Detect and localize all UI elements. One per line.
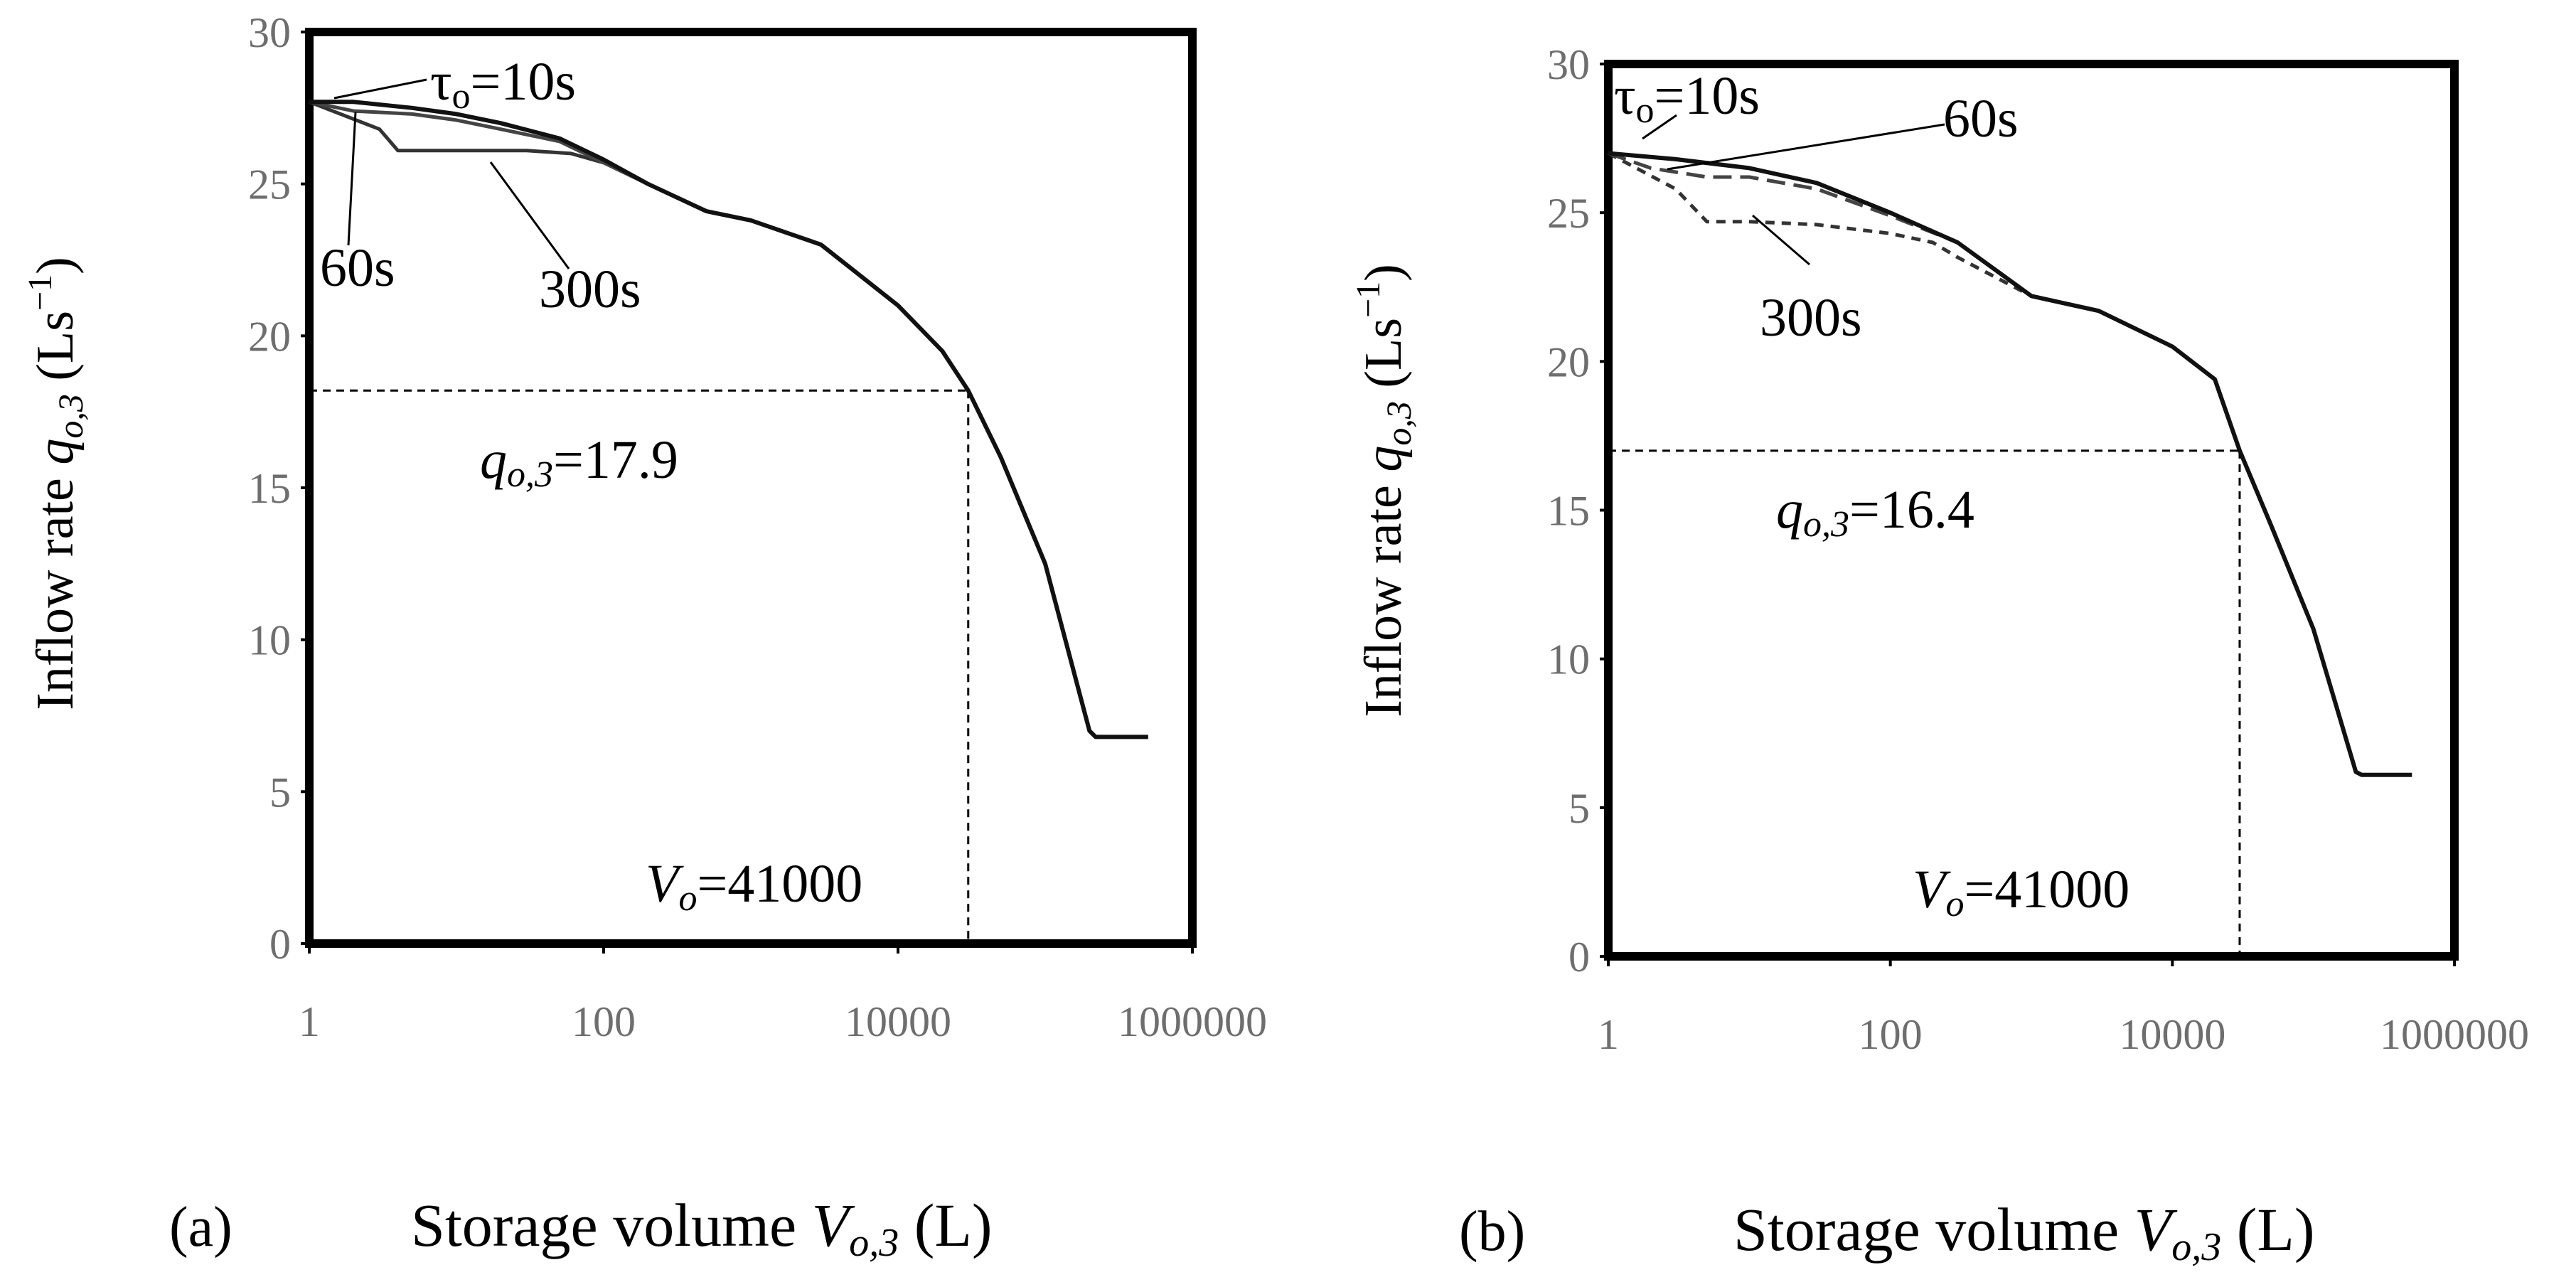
panel-label-a: (a): [169, 1196, 233, 1259]
series-line-300s: [1607, 151, 2412, 777]
series-line--o-10s: [1608, 151, 2412, 777]
y-tick-label: 30: [248, 9, 291, 56]
tau-label: τo=10s: [1614, 66, 1760, 131]
x-tick-label: 1000000: [1118, 998, 1267, 1045]
q-annotation: qo,3=16.4: [1776, 480, 1974, 545]
plot-frame: [1604, 60, 2459, 961]
tau-label: τo=10s: [430, 52, 576, 117]
y-axis-label: Inflow rate qo,3 (Ls−1): [21, 257, 90, 710]
tau-leader: [1642, 114, 1677, 140]
x-axis-label: Storage volume Vo,3 (L): [1733, 1195, 2315, 1269]
label-60s: 60s: [320, 238, 395, 298]
q-annotation: qo,3=17.9: [480, 430, 678, 495]
panel-label-b: (b): [1459, 1200, 1525, 1263]
y-tick-label: 10: [1547, 636, 1590, 683]
y-tick-label: 15: [248, 465, 291, 512]
chart-panel-a: 0 5 10 15 20 25 30 1 100 10000 1000000 Inflow rate…: [21, 9, 1267, 1265]
y-tick-label: 25: [248, 161, 291, 208]
60s-leader: [1667, 123, 1945, 171]
x-tick-label: 100: [1859, 1011, 1923, 1058]
y-tick-label: 0: [269, 921, 291, 968]
x-tick-label: 100: [572, 998, 636, 1045]
60s-leader: [347, 112, 357, 246]
label-300s: 300s: [539, 260, 641, 319]
leader-lines: [1642, 114, 1945, 266]
chart-panel-b: 0 5 10 15 20 25 30 1 100 10000 1000000 Inflow rate…: [1350, 41, 2529, 1269]
y-tick-label: 20: [1547, 338, 1590, 385]
y-tick-label: 0: [1568, 934, 1590, 981]
axis-ticks: 0 5 10 15 20 25 30 1 100 10000 1000000: [248, 9, 1267, 1045]
label-60s: 60s: [1943, 89, 2019, 149]
series-line-300s: [309, 100, 1148, 739]
x-axis-label: Storage volume Vo,3 (L): [411, 1191, 993, 1265]
tau-leader: [333, 78, 427, 100]
plot-frame: [305, 28, 1197, 948]
series-layer: [1607, 151, 2412, 777]
v-annotation: Vo=41000: [1913, 860, 2129, 924]
x-tick-label: 1: [299, 998, 320, 1045]
series-line-60s: [309, 100, 1148, 739]
x-tick-label: 10000: [845, 998, 951, 1045]
y-tick-label: 5: [1568, 785, 1590, 832]
series-line--o-10s: [309, 100, 1148, 739]
300s-leader: [489, 161, 570, 269]
series-line-60s: [1608, 151, 2412, 777]
series-layer: [309, 100, 1148, 739]
leader-lines: [333, 78, 570, 269]
y-axis-label: Inflow rate qo,3 (Ls−1): [1350, 264, 1418, 717]
reference-lines: [1608, 449, 2241, 956]
v-annotation: Vo=41000: [646, 854, 862, 919]
y-tick-label: 30: [1547, 41, 1590, 88]
x-tick-label: 1: [1598, 1011, 1619, 1058]
x-tick-label: 10000: [2119, 1011, 2225, 1058]
y-tick-label: 5: [269, 769, 291, 816]
y-tick-label: 15: [1547, 488, 1590, 535]
label-300s: 300s: [1760, 288, 1862, 348]
reference-lines: [309, 389, 970, 944]
300s-leader: [1752, 214, 1810, 266]
axis-ticks: 0 5 10 15 20 25 30 1 100 10000 1000000: [1547, 41, 2529, 1058]
y-tick-label: 25: [1547, 190, 1590, 237]
x-tick-label: 1000000: [2380, 1011, 2529, 1058]
y-tick-label: 10: [248, 617, 291, 664]
y-tick-label: 20: [248, 313, 291, 360]
